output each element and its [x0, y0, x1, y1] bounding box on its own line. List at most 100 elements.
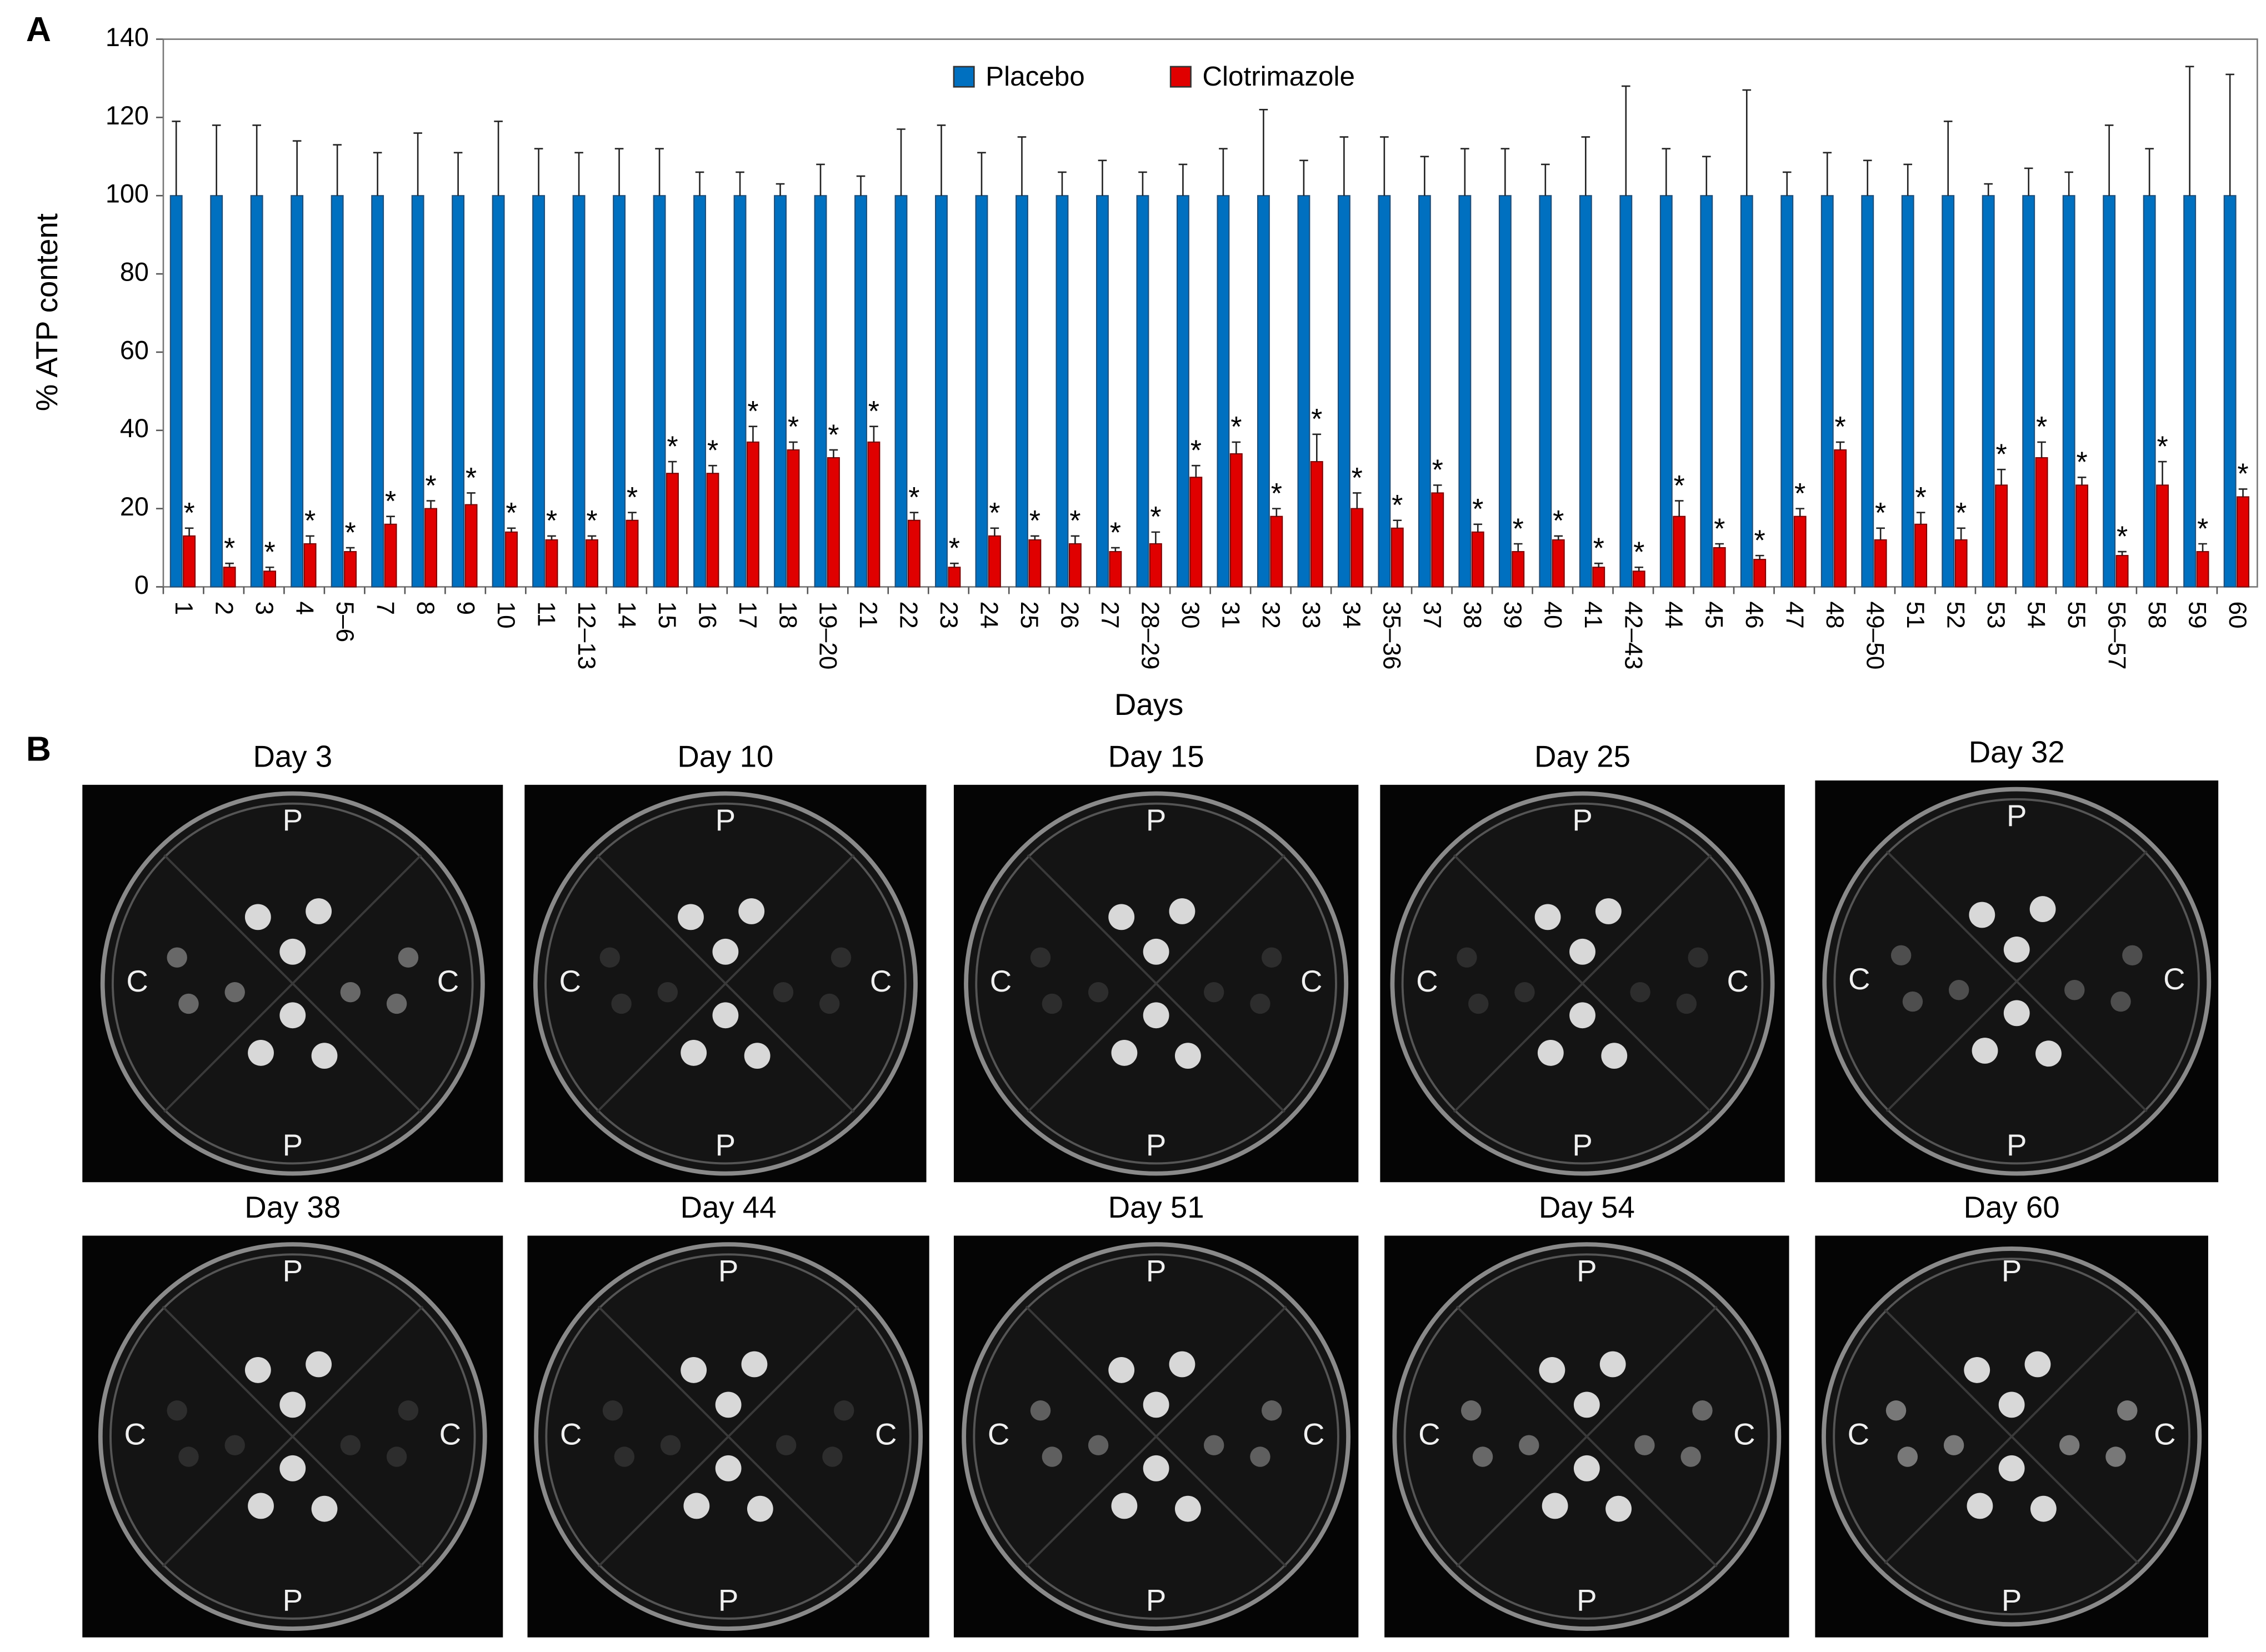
plate-photo: Day 3 P P C C: [82, 739, 503, 1183]
error-bar: [265, 566, 274, 572]
plate-label: C: [1418, 1418, 1440, 1451]
bar: [492, 195, 505, 588]
y-tick-label: 60: [120, 336, 149, 364]
error-bar: [2024, 167, 2033, 196]
plate-label: C: [439, 1418, 461, 1451]
significance-label: *: [2157, 430, 2168, 463]
error-bar: [1192, 464, 1200, 478]
x-tick-label: 11: [532, 601, 559, 627]
spot: [1262, 947, 1282, 968]
error-bar: [869, 425, 878, 442]
x-tick-label: 53: [1982, 601, 2009, 628]
bar: [1592, 567, 1605, 588]
y-axis-label: % ATP content: [30, 213, 64, 411]
plate-photo: Day 51 P P C C: [953, 1190, 1359, 1638]
bar: [867, 441, 881, 588]
bar: [2075, 484, 2089, 588]
bar: [1820, 195, 1834, 588]
spot: [244, 1357, 271, 1383]
plate-label: P: [1146, 1254, 1166, 1288]
error-bar: [2064, 171, 2073, 196]
error-bar: [614, 148, 624, 196]
x-tick-label: 33: [1298, 601, 1325, 628]
bar: [424, 508, 437, 588]
spot: [340, 982, 361, 1003]
spot: [398, 1400, 419, 1421]
bar: [572, 195, 586, 588]
error-bar: [1460, 148, 1469, 196]
significance-label: *: [667, 430, 678, 463]
spot: [1688, 947, 1708, 968]
bar: [344, 551, 357, 588]
bar: [787, 449, 800, 588]
bar: [532, 195, 546, 588]
spot: [1042, 993, 1063, 1014]
bar: [1861, 195, 1874, 588]
plate-label: C: [988, 1418, 1009, 1451]
spot: [1692, 1400, 1713, 1421]
bar: [411, 195, 424, 588]
significance-label: *: [788, 411, 799, 443]
error-bar: [789, 441, 798, 450]
spot: [1143, 1455, 1169, 1481]
dish-inner-rim: [1403, 1253, 1770, 1620]
legend-swatch: [953, 66, 975, 88]
bar: [1458, 195, 1472, 588]
spot: [2110, 991, 2131, 1012]
quadrant-lines: [1453, 854, 1712, 1113]
spot: [2003, 1000, 2030, 1027]
x-tick-label: 51: [1902, 601, 1929, 628]
error-bar: [1420, 156, 1429, 196]
spot: [1088, 1435, 1109, 1455]
error-bar: [413, 132, 422, 196]
spot: [683, 1493, 710, 1519]
spot: [1457, 947, 1477, 968]
error-bar: [386, 515, 395, 524]
y-tick-label: 80: [120, 257, 149, 286]
bar: [1740, 195, 1753, 588]
plate-label: C: [1733, 1418, 1755, 1451]
error-bar: [587, 535, 597, 540]
x-tick-label: 23: [935, 601, 962, 628]
significance-label: *: [1069, 505, 1081, 537]
error-bar: [708, 464, 717, 474]
x-tick-label: 16: [693, 601, 721, 628]
error-bar: [1782, 171, 1792, 196]
spot: [1111, 1493, 1138, 1519]
plate-label: P: [716, 1128, 736, 1162]
significance-label: *: [828, 419, 839, 451]
significance-label: *: [1392, 489, 1403, 522]
spot: [747, 1495, 773, 1522]
bar: [693, 195, 707, 588]
bar: [1390, 527, 1404, 588]
bar: [1337, 195, 1350, 588]
error-bar: [184, 527, 194, 536]
significance-label: *: [1311, 403, 1322, 435]
x-tick-label: 31: [1217, 601, 1244, 628]
quadrant-lines: [162, 1305, 424, 1568]
bar: [1498, 195, 1512, 588]
significance-label: *: [1674, 470, 1685, 502]
y-tick-label: 140: [106, 23, 149, 52]
significance-label: *: [1150, 501, 1161, 533]
plate-label: C: [870, 964, 892, 998]
spot: [678, 904, 704, 930]
legend-label: Clotrimazole: [1202, 61, 1355, 92]
x-tick-label: 10: [492, 601, 519, 628]
significance-label: *: [1955, 497, 1967, 529]
spot: [1088, 982, 1109, 1003]
spot: [386, 1446, 407, 1467]
bar: [1579, 195, 1592, 588]
spot: [2029, 896, 2056, 922]
error-bar: [856, 175, 866, 196]
bar: [2223, 195, 2237, 588]
significance-label: *: [385, 485, 396, 518]
error-bar: [1916, 512, 1925, 524]
bar: [1700, 195, 1713, 588]
x-tick-label: 56–57: [2103, 601, 2130, 669]
error-bar: [252, 124, 261, 196]
plate-title: Day 15: [1108, 739, 1204, 773]
bar: [2237, 496, 2249, 588]
spot: [712, 1002, 739, 1029]
bar: [1512, 551, 1525, 588]
